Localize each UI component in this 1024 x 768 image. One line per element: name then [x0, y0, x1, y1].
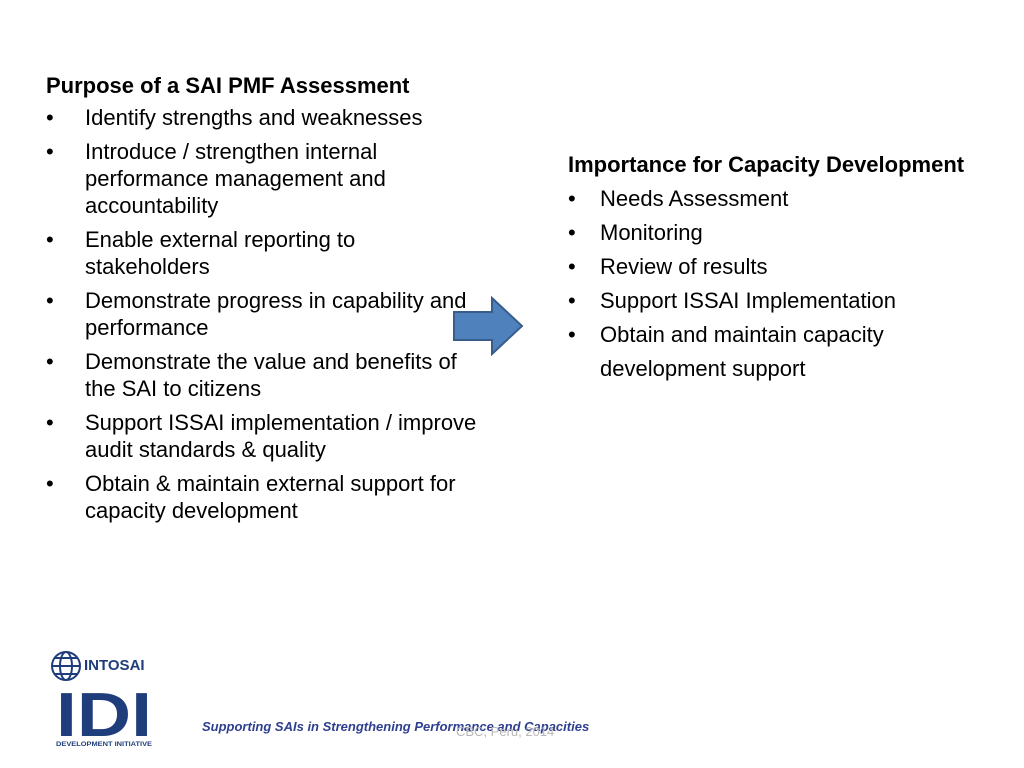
importance-item: Needs Assessment	[568, 182, 1008, 216]
importance-item: Monitoring	[568, 216, 1008, 250]
importance-item: Review of results	[568, 250, 1008, 284]
tagline: Supporting SAIs in Strengthening Perform…	[202, 719, 590, 734]
purpose-item: Demonstrate the value and benefits of th…	[46, 348, 486, 402]
purpose-item: Enable external reporting to stakeholder…	[46, 226, 486, 280]
importance-heading: Importance for Capacity Development	[568, 152, 965, 177]
purpose-item: Introduce / strengthen internal performa…	[46, 138, 486, 219]
footer-note: CBC, Peru, 2014	[456, 724, 555, 739]
purpose-item: Support ISSAI implementation / improve a…	[46, 409, 486, 463]
importance-list: Needs Assessment Monitoring Review of re…	[568, 182, 1008, 386]
purpose-item: Identify strengths and weaknesses	[46, 104, 486, 131]
logo-bottom-text: DEVELOPMENT INITIATIVE	[56, 741, 153, 748]
right-arrow-icon	[453, 296, 524, 356]
purpose-item: Obtain & maintain external support for c…	[46, 470, 486, 524]
importance-item: Support ISSAI Implementation	[568, 284, 1008, 318]
purpose-section: Purpose of a SAI PMF Assessment Identify…	[46, 72, 486, 531]
logo-top-text: INTOSAI	[84, 657, 145, 674]
purpose-list: Identify strengths and weaknesses Introd…	[46, 104, 486, 524]
idi-logo-icon: INTOSAI IDI DEVELOPMENT INITIATIVE	[51, 651, 153, 750]
logo-main-text: IDI	[56, 681, 152, 750]
purpose-heading: Purpose of a SAI PMF Assessment	[46, 73, 410, 98]
importance-section: Importance for Capacity Development Need…	[568, 148, 1008, 386]
purpose-item: Demonstrate progress in capability and p…	[46, 287, 486, 341]
importance-item: Obtain and maintain capacity development…	[568, 318, 1008, 386]
globe-icon	[51, 651, 81, 681]
